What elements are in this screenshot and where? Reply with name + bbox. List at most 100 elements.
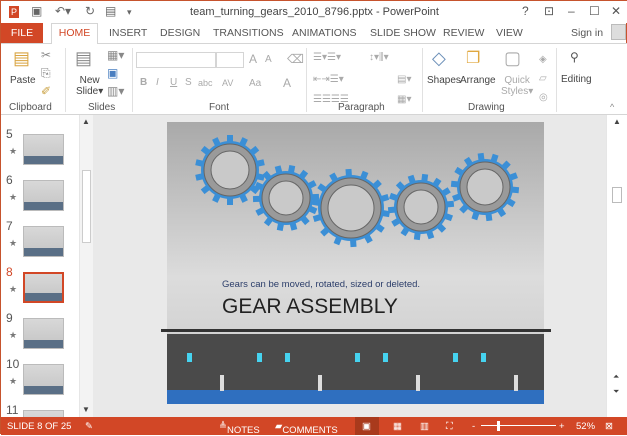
slide-thumbnail[interactable] bbox=[23, 180, 64, 211]
character-spacing-button[interactable]: AV bbox=[222, 78, 234, 88]
thumbnails-scrollbar[interactable]: ▲ ▼ bbox=[79, 115, 93, 417]
tab-design[interactable]: DESIGN bbox=[160, 27, 201, 39]
slide-subtitle[interactable]: Gears can be moved, rotated, sized or de… bbox=[222, 279, 421, 290]
find-binoculars-icon[interactable]: ⚲ bbox=[570, 50, 579, 64]
slide-thumbnail[interactable] bbox=[23, 226, 64, 257]
gear[interactable] bbox=[387, 173, 455, 241]
smartart-icon[interactable]: ▦▾ bbox=[397, 94, 412, 105]
next-slide-icon[interactable]: ⏷ bbox=[613, 387, 620, 396]
cut-icon[interactable]: ✂ bbox=[41, 48, 52, 62]
italic-button[interactable]: I bbox=[156, 77, 159, 88]
shrink-font-button[interactable]: A bbox=[265, 54, 272, 65]
shapes-button[interactable]: Shapes bbox=[427, 75, 461, 86]
font-color-button[interactable]: A bbox=[283, 76, 292, 90]
sign-in-link[interactable]: Sign in bbox=[571, 27, 604, 39]
tab-file[interactable]: FILE bbox=[1, 23, 43, 43]
scroll-up-icon[interactable]: ▲ bbox=[82, 117, 90, 126]
shape-fill-outline-effects-icons[interactable]: ◈ ▱ ◎ bbox=[539, 54, 548, 103]
scroll-up-icon[interactable]: ▲ bbox=[613, 117, 621, 126]
slide-thumbnail[interactable] bbox=[23, 364, 64, 395]
customize-toolbar-icon[interactable]: ▾ bbox=[127, 7, 132, 17]
help-button[interactable]: ? bbox=[522, 4, 529, 18]
paste-button[interactable]: Paste bbox=[10, 75, 36, 86]
slide-thumbnail[interactable] bbox=[23, 134, 64, 165]
gear-hub bbox=[210, 150, 250, 190]
spellcheck-icon[interactable]: ✎ bbox=[85, 421, 93, 432]
comments-button[interactable]: ▰ COMMENTS bbox=[275, 421, 338, 436]
slide-sorter-icon[interactable]: ▦ bbox=[393, 421, 402, 432]
clear-formatting-icon[interactable]: ⌫ bbox=[287, 52, 304, 66]
grow-font-button[interactable]: A bbox=[249, 52, 258, 66]
slide-thumbnail[interactable] bbox=[23, 318, 64, 349]
slide-thumbnail[interactable] bbox=[23, 272, 64, 303]
editor-scrollbar[interactable]: ▲ ⏶ ⏷ bbox=[606, 115, 627, 417]
shapes-icon[interactable]: ◇ bbox=[432, 48, 446, 68]
ribbon-display-options-icon[interactable]: ⊡ bbox=[544, 4, 555, 18]
new-slide-icon[interactable]: ▤ bbox=[75, 48, 93, 68]
section-icon[interactable]: ▥▾ bbox=[107, 84, 125, 98]
format-painter-icon[interactable]: ✐ bbox=[41, 84, 52, 98]
zoom-out-button[interactable]: - bbox=[472, 421, 476, 432]
tab-slide-show[interactable]: SLIDE SHOW bbox=[370, 27, 436, 39]
minimize-button[interactable]: – bbox=[568, 4, 575, 18]
arrange-icon[interactable]: ❐ bbox=[466, 50, 481, 67]
previous-slide-icon[interactable]: ⏶ bbox=[613, 372, 620, 381]
line-spacing-icon[interactable]: ↕▾⫼▾ bbox=[369, 52, 389, 63]
new-slide-button[interactable]: New Slide▾ bbox=[76, 75, 104, 97]
slideshow-icon[interactable]: ⛶ bbox=[446, 421, 453, 432]
current-slide[interactable]: Gears can be moved, rotated, sized or de… bbox=[167, 122, 544, 404]
underline-button[interactable]: U bbox=[170, 77, 178, 88]
zoom-level[interactable]: 52% bbox=[576, 421, 596, 432]
maximize-button[interactable]: ☐ bbox=[589, 4, 600, 18]
alignment-icons[interactable]: ☰☰☰☰ bbox=[313, 94, 349, 105]
arrange-button[interactable]: Arrange bbox=[460, 75, 496, 86]
tab-home[interactable]: HOME bbox=[51, 23, 98, 44]
quick-styles-button[interactable]: Quick Styles▾ bbox=[501, 75, 534, 97]
reset-icon[interactable]: ▣ bbox=[107, 66, 119, 80]
fit-to-window-icon[interactable]: ⊠ bbox=[605, 421, 613, 432]
slide-title[interactable]: GEAR ASSEMBLY bbox=[222, 295, 398, 318]
editing-button[interactable]: Editing bbox=[561, 74, 592, 85]
strikethrough-button[interactable]: abc bbox=[198, 78, 213, 88]
scroll-thumb[interactable] bbox=[82, 170, 91, 243]
tab-transitions[interactable]: TRANSITIONS bbox=[213, 27, 284, 39]
tab-insert[interactable]: INSERT bbox=[109, 27, 148, 39]
normal-view-icon[interactable]: ▣ bbox=[362, 421, 371, 432]
change-case-button[interactable]: Aa bbox=[249, 78, 262, 89]
avatar[interactable] bbox=[611, 24, 626, 40]
font-family-select[interactable] bbox=[136, 52, 216, 68]
scroll-down-icon[interactable]: ▼ bbox=[82, 405, 90, 414]
undo-icon[interactable]: ↶▾ bbox=[55, 4, 72, 18]
layout-icon[interactable]: ▦▾ bbox=[107, 48, 125, 62]
shadow-button[interactable]: S bbox=[185, 77, 192, 88]
gear[interactable] bbox=[195, 135, 265, 205]
zoom-slider-thumb[interactable] bbox=[497, 421, 500, 431]
normal-view-button[interactable] bbox=[355, 417, 379, 435]
gear[interactable] bbox=[450, 152, 520, 222]
collapse-ribbon-icon[interactable]: ^ bbox=[610, 102, 615, 112]
bold-button[interactable]: B bbox=[140, 77, 148, 88]
tab-animations[interactable]: ANIMATIONS bbox=[292, 27, 357, 39]
indent-icon[interactable]: ⇤⇥☰▾ bbox=[313, 74, 344, 85]
slideshow-start-icon[interactable]: ▤ bbox=[105, 4, 117, 18]
redo-icon[interactable]: ↻ bbox=[85, 4, 96, 18]
font-size-select[interactable] bbox=[216, 52, 244, 68]
bullets-icon[interactable]: ☰▾☰▾ bbox=[313, 52, 341, 63]
scroll-thumb[interactable] bbox=[612, 187, 622, 203]
new-slide-label-2: Slide bbox=[76, 86, 99, 97]
gear[interactable] bbox=[312, 168, 390, 248]
quick-styles-icon[interactable]: ▢ bbox=[504, 48, 522, 68]
notes-button[interactable]: ≜ NOTES bbox=[219, 421, 260, 436]
reading-view-icon[interactable]: ▥ bbox=[420, 421, 429, 432]
zoom-slider[interactable] bbox=[481, 425, 556, 426]
slide-thumbnail[interactable] bbox=[23, 410, 64, 417]
copy-icon[interactable]: ⎘ bbox=[41, 66, 51, 80]
gear[interactable] bbox=[252, 165, 320, 231]
close-button[interactable]: ✕ bbox=[611, 4, 622, 18]
save-icon[interactable]: ▣ bbox=[31, 4, 43, 18]
align-text-icon[interactable]: ▤▾ bbox=[397, 74, 412, 85]
paste-icon[interactable]: ▤ bbox=[13, 48, 31, 68]
tab-review[interactable]: REVIEW bbox=[443, 27, 485, 39]
tab-view[interactable]: VIEW bbox=[496, 27, 523, 39]
zoom-in-button[interactable]: + bbox=[559, 421, 565, 432]
